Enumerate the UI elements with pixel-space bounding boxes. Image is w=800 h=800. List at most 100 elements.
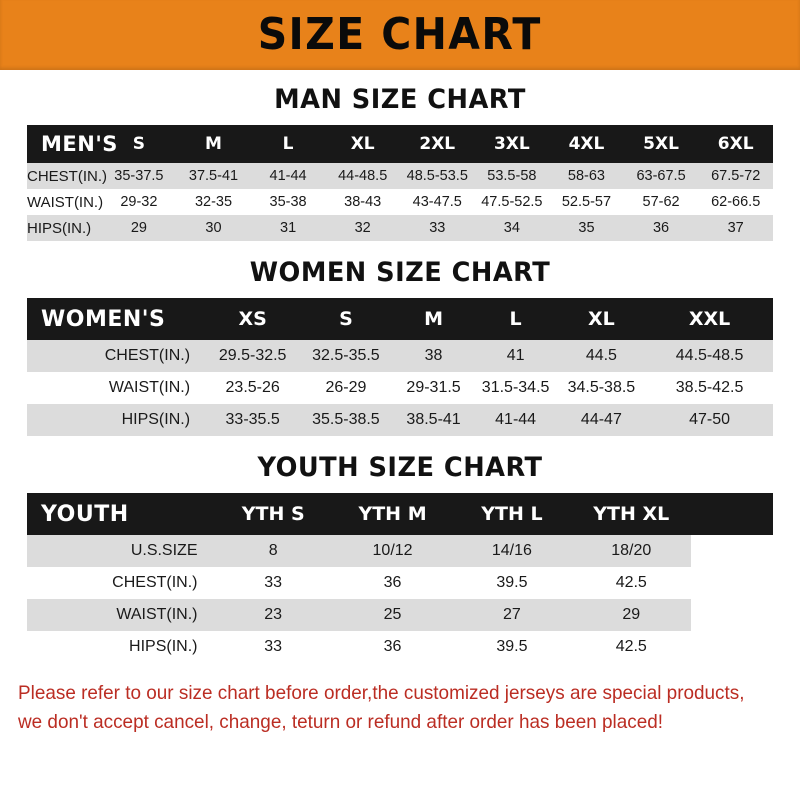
youth-cell-2-1: 25: [383, 606, 402, 623]
women-cell-0-1: 32.5-35.5: [312, 347, 380, 364]
man-size-header-6: 4XL: [568, 134, 605, 154]
disclaimer: Please refer to our size chart before or…: [18, 679, 759, 738]
youth-row-label-3: HIPS(IN.): [129, 638, 198, 655]
women-cell-2-4: 44-47: [580, 411, 622, 428]
table-row: HIPS(IN.) 29 30 31 32 33 34 35 36 37: [27, 215, 773, 241]
page-banner: SIZE CHART: [0, 0, 800, 70]
women-size-header-2: M: [424, 308, 444, 330]
youth-size-table: YOUTH YTH S YTH M YTH L YTH XL U.S.SIZE …: [27, 493, 773, 663]
youth-size-header-2: YTH L: [481, 503, 543, 525]
women-size-header-3: L: [509, 308, 522, 330]
youth-cell-2-0: 23: [264, 606, 283, 623]
man-size-header-4: 2XL: [419, 134, 456, 154]
women-cell-0-5: 44.5-48.5: [675, 347, 744, 364]
women-size-table: WOMEN'S XS S M L XL XXL CHEST(IN.) 29.5-…: [27, 298, 773, 436]
man-cell-2-7: 36: [652, 220, 670, 236]
man-cell-1-4: 43-47.5: [412, 194, 462, 210]
youth-corner-label: YOUTH: [41, 501, 129, 527]
youth-row-label-2: WAIST(IN.): [116, 606, 198, 623]
section-title-women: WOMEN SIZE CHART: [249, 257, 551, 288]
youth-cell-1-3: 42.5: [615, 574, 647, 591]
table-row: WAIST(IN.) 29-32 32-35 35-38 38-43 43-47…: [27, 189, 773, 215]
women-size-header-1: S: [339, 308, 353, 330]
page-title: SIZE CHART: [257, 9, 543, 60]
section-title-man: MAN SIZE CHART: [274, 84, 526, 115]
man-size-header-7: 5XL: [643, 134, 679, 154]
man-cell-2-1: 30: [205, 220, 222, 236]
man-cell-1-1: 32-35: [194, 194, 233, 210]
youth-size-header-1: YTH M: [358, 503, 427, 525]
man-size-table: MEN'S S M L XL 2XL 3XL 4XL 5XL 6XL CHEST…: [27, 125, 773, 241]
youth-row-label-0: U.S.SIZE: [130, 542, 198, 559]
man-cell-1-6: 52.5-57: [561, 194, 612, 210]
man-cell-2-3: 32: [354, 220, 371, 236]
table-row: CHEST(IN.) 33 36 39.5 42.5: [27, 567, 773, 599]
man-size-header-5: 3XL: [493, 134, 530, 154]
man-size-header-3: XL: [350, 134, 375, 154]
man-size-header-0: S: [132, 134, 146, 154]
man-cell-0-5: 53.5-58: [487, 168, 537, 184]
man-size-header-8: 6XL: [717, 134, 754, 154]
man-cell-2-0: 29: [130, 220, 147, 236]
man-cell-2-4: 33: [429, 220, 446, 236]
youth-cell-1-0: 33: [264, 574, 283, 591]
table-row: CHEST(IN.) 35-37.5 37.5-41 41-44 44-48.5…: [27, 163, 773, 189]
man-cell-0-1: 37.5-41: [188, 168, 239, 184]
disclaimer-line-1: Please refer to our size chart before or…: [18, 682, 745, 704]
man-cell-0-6: 58-63: [567, 168, 605, 184]
women-cell-0-0: 29.5-32.5: [218, 347, 287, 364]
man-row-label-0: CHEST(IN.): [27, 167, 107, 185]
man-cell-0-4: 48.5-53.5: [406, 168, 468, 184]
youth-row-spacer-1: [690, 567, 773, 599]
women-cell-0-2: 38: [424, 347, 443, 364]
women-cell-1-3: 31.5-34.5: [481, 379, 550, 396]
table-row: HIPS(IN.) 33 36 39.5 42.5: [27, 631, 773, 663]
section-title-youth: YOUTH SIZE CHART: [257, 452, 543, 483]
youth-row-spacer-3: [690, 631, 773, 663]
women-cell-2-3: 41-44: [495, 411, 537, 428]
table-row: U.S.SIZE 8 10/12 14/16 18/20: [27, 535, 773, 567]
women-size-header-0: XS: [238, 308, 267, 330]
women-cell-1-5: 38.5-42.5: [675, 379, 744, 396]
man-row-label-1: WAIST(IN.): [27, 193, 104, 211]
man-cell-2-6: 35: [578, 220, 595, 236]
women-cell-2-0: 33-35.5: [225, 411, 280, 428]
man-cell-1-3: 38-43: [344, 194, 382, 210]
youth-header-spacer: [691, 493, 773, 535]
table-row: CHEST(IN.) 29.5-32.5 32.5-35.5 38 41 44.…: [27, 340, 773, 372]
man-cell-0-0: 35-37.5: [114, 168, 164, 184]
youth-cell-3-3: 42.5: [615, 638, 647, 655]
women-cell-1-2: 29-31.5: [406, 379, 461, 396]
youth-cell-3-1: 36: [383, 638, 402, 655]
youth-table-body: YOUTH YTH S YTH M YTH L YTH XL U.S.SIZE …: [27, 493, 773, 663]
man-header-row: MEN'S S M L XL 2XL 3XL 4XL 5XL 6XL: [27, 125, 773, 163]
youth-cell-2-2: 27: [503, 606, 521, 623]
man-corner-label: MEN'S: [41, 132, 118, 156]
man-cell-0-2: 41-44: [269, 168, 307, 184]
women-row-label-1: WAIST(IN.): [108, 379, 191, 396]
man-cell-1-8: 62-66.5: [711, 194, 761, 210]
women-size-table-wrap: WOMEN'S XS S M L XL XXL CHEST(IN.) 29.5-…: [27, 298, 773, 436]
women-table-body: WOMEN'S XS S M L XL XXL CHEST(IN.) 29.5-…: [27, 298, 773, 436]
youth-row-label-1: CHEST(IN.): [112, 574, 198, 591]
women-header-row: WOMEN'S XS S M L XL XXL: [27, 298, 773, 340]
women-cell-0-3: 41: [506, 347, 525, 364]
man-cell-0-7: 63-67.5: [636, 168, 686, 184]
youth-row-spacer-2: [690, 599, 773, 631]
women-cell-1-1: 26-29: [325, 379, 367, 396]
youth-size-header-0: YTH S: [241, 503, 305, 525]
man-size-header-2: L: [282, 134, 294, 154]
women-cell-2-2: 38.5-41: [406, 411, 461, 428]
youth-size-header-3: YTH XL: [593, 503, 670, 525]
women-size-header-5: XXL: [688, 308, 731, 330]
man-cell-2-5: 34: [503, 220, 520, 236]
man-cell-1-7: 57-62: [642, 194, 680, 210]
women-row-label-0: CHEST(IN.): [104, 347, 191, 364]
youth-cell-0-2: 14/16: [491, 542, 532, 559]
disclaimer-line-2: we don't accept cancel, change, teturn o…: [18, 711, 664, 734]
man-cell-2-8: 37: [727, 220, 744, 236]
table-row: WAIST(IN.) 23.5-26 26-29 29-31.5 31.5-34…: [27, 372, 773, 404]
youth-row-spacer-0: [690, 535, 773, 567]
women-cell-2-5: 47-50: [689, 411, 731, 428]
